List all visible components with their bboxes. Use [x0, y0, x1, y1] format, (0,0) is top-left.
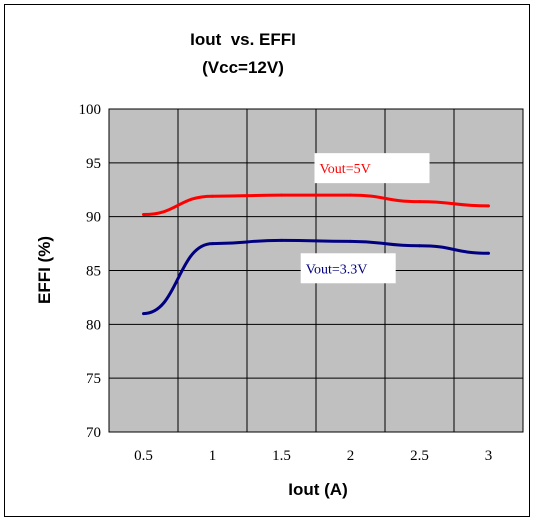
series-label-2: Vout=3.3V: [306, 262, 368, 277]
chart-subtitle: (Vcc=12V): [202, 58, 284, 77]
series-point-2: [418, 244, 421, 248]
x-tick-label: 2: [347, 448, 355, 464]
series-point-2: [487, 251, 490, 255]
series-label-1: Vout=5V: [320, 162, 371, 177]
series-point-2: [349, 239, 352, 243]
x-tick-label: 0.5: [134, 448, 153, 464]
series-line-2: [143, 238, 489, 316]
series-point-1: [349, 193, 352, 197]
series-point-2: [280, 238, 283, 242]
x-tick-label: 3: [485, 448, 493, 464]
series-point-2: [211, 242, 214, 246]
series-point-1: [418, 200, 421, 204]
y-tick-label: 100: [79, 102, 102, 118]
chart-svg: Iout vs. EFFI (Vcc=12V) 70 75 80 85 90 95 100 0…: [35, 30, 524, 499]
x-tick-label: 1: [209, 448, 217, 464]
x-tick-label: 2.5: [410, 448, 429, 464]
series-point-1: [142, 213, 145, 217]
x-tick-label: 1.5: [272, 448, 291, 464]
series-point-1: [280, 193, 283, 197]
series-label-box-2: [300, 253, 396, 284]
series-point-1: [487, 204, 490, 208]
y-axis-title: EFFI (%): [35, 236, 54, 304]
y-tick-label: 70: [86, 425, 101, 441]
chart-title: Iout vs. EFFI: [190, 30, 296, 49]
chart-frame: Iout vs. EFFI (Vcc=12V) 70 75 80 85 90 95 100 0…: [4, 4, 530, 517]
x-axis-title: Iout (A): [288, 480, 347, 499]
series-line-1: [143, 193, 489, 217]
y-tick-label: 85: [86, 264, 101, 280]
tick-labels: 70 75 80 85 90 95 100 0.5 1 1.5 2 2.5 3: [79, 102, 493, 464]
series-label-box-1: [314, 153, 430, 184]
y-tick-label: 75: [86, 371, 101, 387]
series-group: Vout=5V Vout=3.3V: [142, 153, 490, 316]
series-point-2: [142, 312, 145, 316]
y-tick-label: 90: [86, 210, 101, 226]
y-tick-label: 95: [86, 156, 101, 172]
y-tick-label: 80: [86, 317, 101, 333]
series-point-1: [211, 194, 214, 198]
